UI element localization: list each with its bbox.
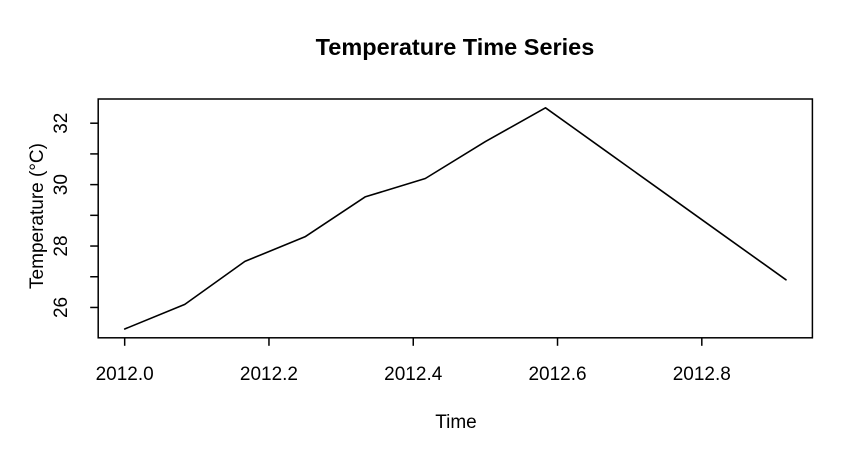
plot-border <box>97 98 814 339</box>
y-tick-label: 28 <box>51 235 72 256</box>
x-axis-ticks <box>123 337 703 346</box>
x-tick-label: 2012.0 <box>96 364 154 385</box>
y-tick-label: 26 <box>51 297 72 318</box>
x-tick-label: 2012.6 <box>528 364 586 385</box>
x-axis-label: Time <box>435 412 477 433</box>
x-tick-label: 2012.4 <box>384 364 443 385</box>
x-tick-label: 2012.8 <box>673 364 731 385</box>
x-tick-labels: 2012.0 2012.2 2012.4 2012.6 2012.8 <box>96 364 731 385</box>
y-axis-label: Temperature (°C) <box>27 143 48 289</box>
x-tick-label: 2012.2 <box>240 364 298 385</box>
temperature-line <box>123 107 787 330</box>
y-tick-labels: 26 28 30 32 <box>51 113 72 318</box>
y-tick-label: 32 <box>51 113 72 134</box>
y-tick-label: 30 <box>51 174 72 195</box>
y-axis-ticks <box>90 122 99 309</box>
chart-title: Temperature Time Series <box>316 34 595 60</box>
